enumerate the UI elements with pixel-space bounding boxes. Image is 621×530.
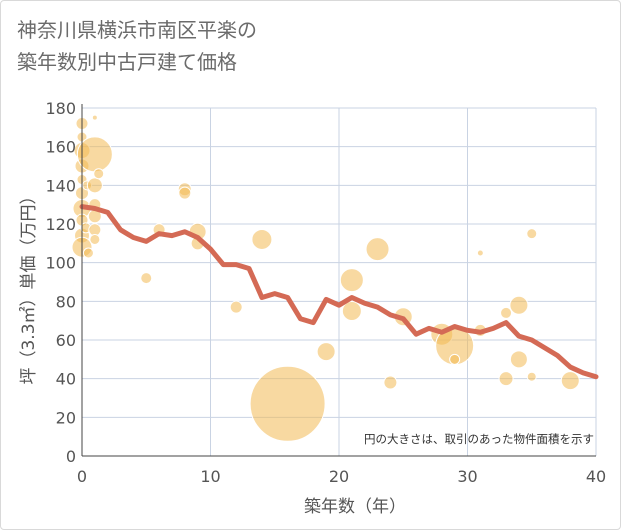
- bubble-layer: [71, 114, 580, 442]
- x-tick-label: 10: [200, 467, 220, 486]
- bubble: [89, 233, 101, 245]
- y-tick-label: 120: [45, 215, 76, 234]
- bubble: [91, 114, 98, 121]
- bubble: [509, 350, 528, 369]
- bubble: [251, 228, 273, 250]
- chart-title-line2: 築年数別中古戸建て価格: [17, 50, 237, 74]
- y-tick-label: 160: [45, 138, 76, 157]
- chart-title-line1: 神奈川県横浜市南区平楽の: [17, 18, 257, 42]
- bubble: [383, 375, 398, 390]
- bubble: [82, 247, 94, 259]
- bubble: [249, 365, 326, 442]
- bubble: [500, 306, 513, 319]
- bubble: [509, 295, 529, 315]
- bubble: [476, 249, 484, 257]
- y-tick-label: 0: [66, 447, 76, 466]
- bubble: [526, 371, 537, 382]
- bubble: [341, 301, 362, 321]
- y-tick-label: 140: [45, 176, 76, 195]
- bubble: [498, 371, 514, 387]
- bubble: [140, 272, 153, 285]
- bubble: [449, 353, 461, 365]
- bubble: [93, 168, 105, 180]
- y-tick-label: 20: [56, 408, 76, 427]
- bubble-size-note: 円の大きさは、取引のあった物件面積を示す: [364, 432, 594, 446]
- bubble: [526, 228, 538, 240]
- x-tick-label: 20: [329, 467, 349, 486]
- x-tick-label: 40: [586, 467, 606, 486]
- bubble: [316, 342, 336, 362]
- y-axis-label: 坪（3.3㎡）単価（万円）: [19, 187, 39, 384]
- x-tick-label: 0: [77, 467, 87, 486]
- bubble: [365, 237, 390, 262]
- y-tick-label: 60: [56, 331, 76, 350]
- y-tick-label: 100: [45, 254, 76, 273]
- y-tick-label: 80: [56, 292, 76, 311]
- axes: 0 20 40 60 80 100 120 140 160 180 0 10 20 30 40: [45, 99, 606, 486]
- bubble: [229, 300, 243, 314]
- y-tick-label: 180: [45, 99, 76, 118]
- average-price-line: [79, 204, 599, 380]
- x-tick-label: 30: [457, 467, 477, 486]
- grid: [82, 107, 597, 456]
- bubble: [339, 268, 364, 293]
- bubble: [76, 136, 113, 173]
- x-axis-label: 築年数（年）: [304, 497, 406, 517]
- line-layer: [79, 204, 599, 380]
- y-tick-label: 40: [56, 370, 76, 389]
- bubble: [178, 186, 192, 200]
- bubble: [560, 371, 580, 391]
- chart-title: 神奈川県横浜市南区平楽の 築年数別中古戸建て価格: [17, 14, 257, 78]
- bubble: [86, 177, 103, 194]
